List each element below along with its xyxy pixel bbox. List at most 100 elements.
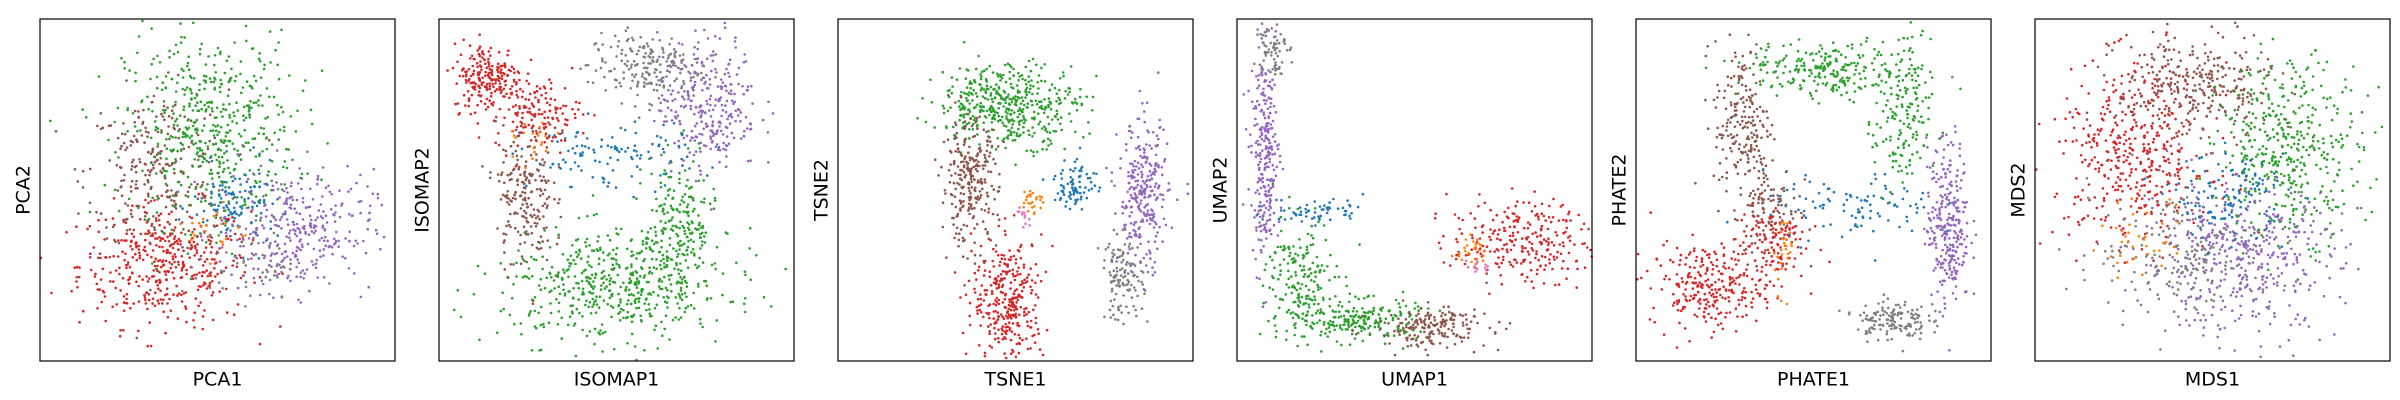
data-point	[244, 305, 247, 308]
data-point	[694, 135, 697, 138]
data-point	[1033, 131, 1036, 135]
data-point	[349, 187, 353, 191]
data-point	[213, 267, 216, 270]
data-point	[299, 271, 303, 274]
data-point	[652, 242, 656, 246]
data-point	[989, 323, 992, 326]
data-point	[230, 273, 233, 277]
data-point	[162, 298, 165, 302]
data-point	[717, 146, 721, 149]
data-point	[261, 104, 264, 107]
data-point	[181, 87, 184, 91]
data-point	[681, 195, 684, 199]
data-point	[714, 267, 717, 271]
series-2	[49, 19, 329, 281]
data-point	[668, 278, 671, 281]
data-point	[962, 164, 966, 167]
data-point	[160, 88, 164, 92]
data-point	[577, 298, 580, 301]
data-point	[224, 193, 228, 196]
data-point	[586, 260, 589, 264]
data-point	[968, 137, 971, 140]
data-point	[77, 275, 81, 279]
data-point	[613, 67, 616, 71]
data-point	[959, 228, 963, 231]
data-point	[338, 189, 341, 192]
data-point	[264, 275, 268, 279]
data-point	[692, 307, 696, 310]
data-point	[229, 234, 232, 238]
data-point	[990, 121, 994, 124]
data-point	[515, 125, 519, 129]
data-point	[143, 293, 146, 297]
data-point	[1037, 74, 1041, 77]
data-point	[762, 295, 766, 299]
data-point	[983, 69, 986, 72]
data-point	[982, 299, 986, 302]
data-point	[659, 259, 663, 263]
data-point	[538, 217, 541, 221]
data-point	[193, 326, 196, 329]
data-point	[156, 130, 160, 134]
data-point	[529, 58, 533, 62]
data-point	[979, 244, 983, 248]
data-point	[645, 70, 648, 74]
data-point	[693, 124, 697, 128]
data-point	[213, 54, 217, 57]
data-point	[535, 188, 539, 191]
data-point	[620, 59, 624, 62]
data-point	[531, 104, 535, 107]
data-point	[683, 143, 687, 146]
data-point	[1007, 107, 1011, 111]
data-point	[146, 253, 149, 257]
data-point	[681, 252, 684, 256]
data-point	[227, 55, 231, 58]
data-point	[210, 172, 214, 175]
data-point	[252, 146, 255, 149]
data-point	[269, 227, 273, 231]
data-point	[697, 41, 700, 44]
data-point	[344, 237, 347, 240]
data-point	[129, 185, 133, 188]
data-point	[683, 90, 686, 93]
data-point	[1128, 288, 1131, 291]
data-point	[637, 49, 640, 53]
data-point	[984, 227, 987, 231]
data-point	[137, 248, 141, 251]
data-point	[558, 198, 561, 201]
data-point	[518, 105, 521, 108]
data-point	[725, 89, 728, 93]
data-point	[977, 265, 981, 269]
data-point	[523, 196, 527, 200]
data-point	[251, 172, 255, 175]
data-point	[188, 241, 192, 244]
data-point	[312, 247, 316, 251]
data-point	[516, 179, 519, 183]
data-point	[225, 287, 228, 291]
data-point	[1149, 251, 1152, 254]
data-point	[1059, 77, 1062, 80]
data-point	[179, 22, 182, 25]
data-point	[1001, 315, 1004, 319]
data-point	[742, 61, 746, 64]
data-point	[629, 273, 633, 276]
data-point	[650, 257, 654, 261]
data-point	[1128, 214, 1131, 218]
data-point	[1004, 146, 1007, 150]
data-point	[151, 148, 154, 152]
data-point	[1133, 192, 1136, 195]
data-point	[209, 168, 213, 172]
data-point	[221, 287, 224, 290]
data-point	[200, 197, 204, 200]
data-point	[639, 35, 642, 39]
data-point	[667, 193, 670, 197]
data-point	[520, 131, 524, 134]
data-point	[1001, 73, 1005, 77]
data-point	[93, 275, 97, 278]
data-point	[217, 130, 221, 134]
data-point	[173, 171, 176, 175]
data-point	[271, 184, 275, 188]
data-point	[1045, 328, 1049, 332]
data-point	[228, 171, 232, 175]
data-point	[300, 243, 304, 246]
